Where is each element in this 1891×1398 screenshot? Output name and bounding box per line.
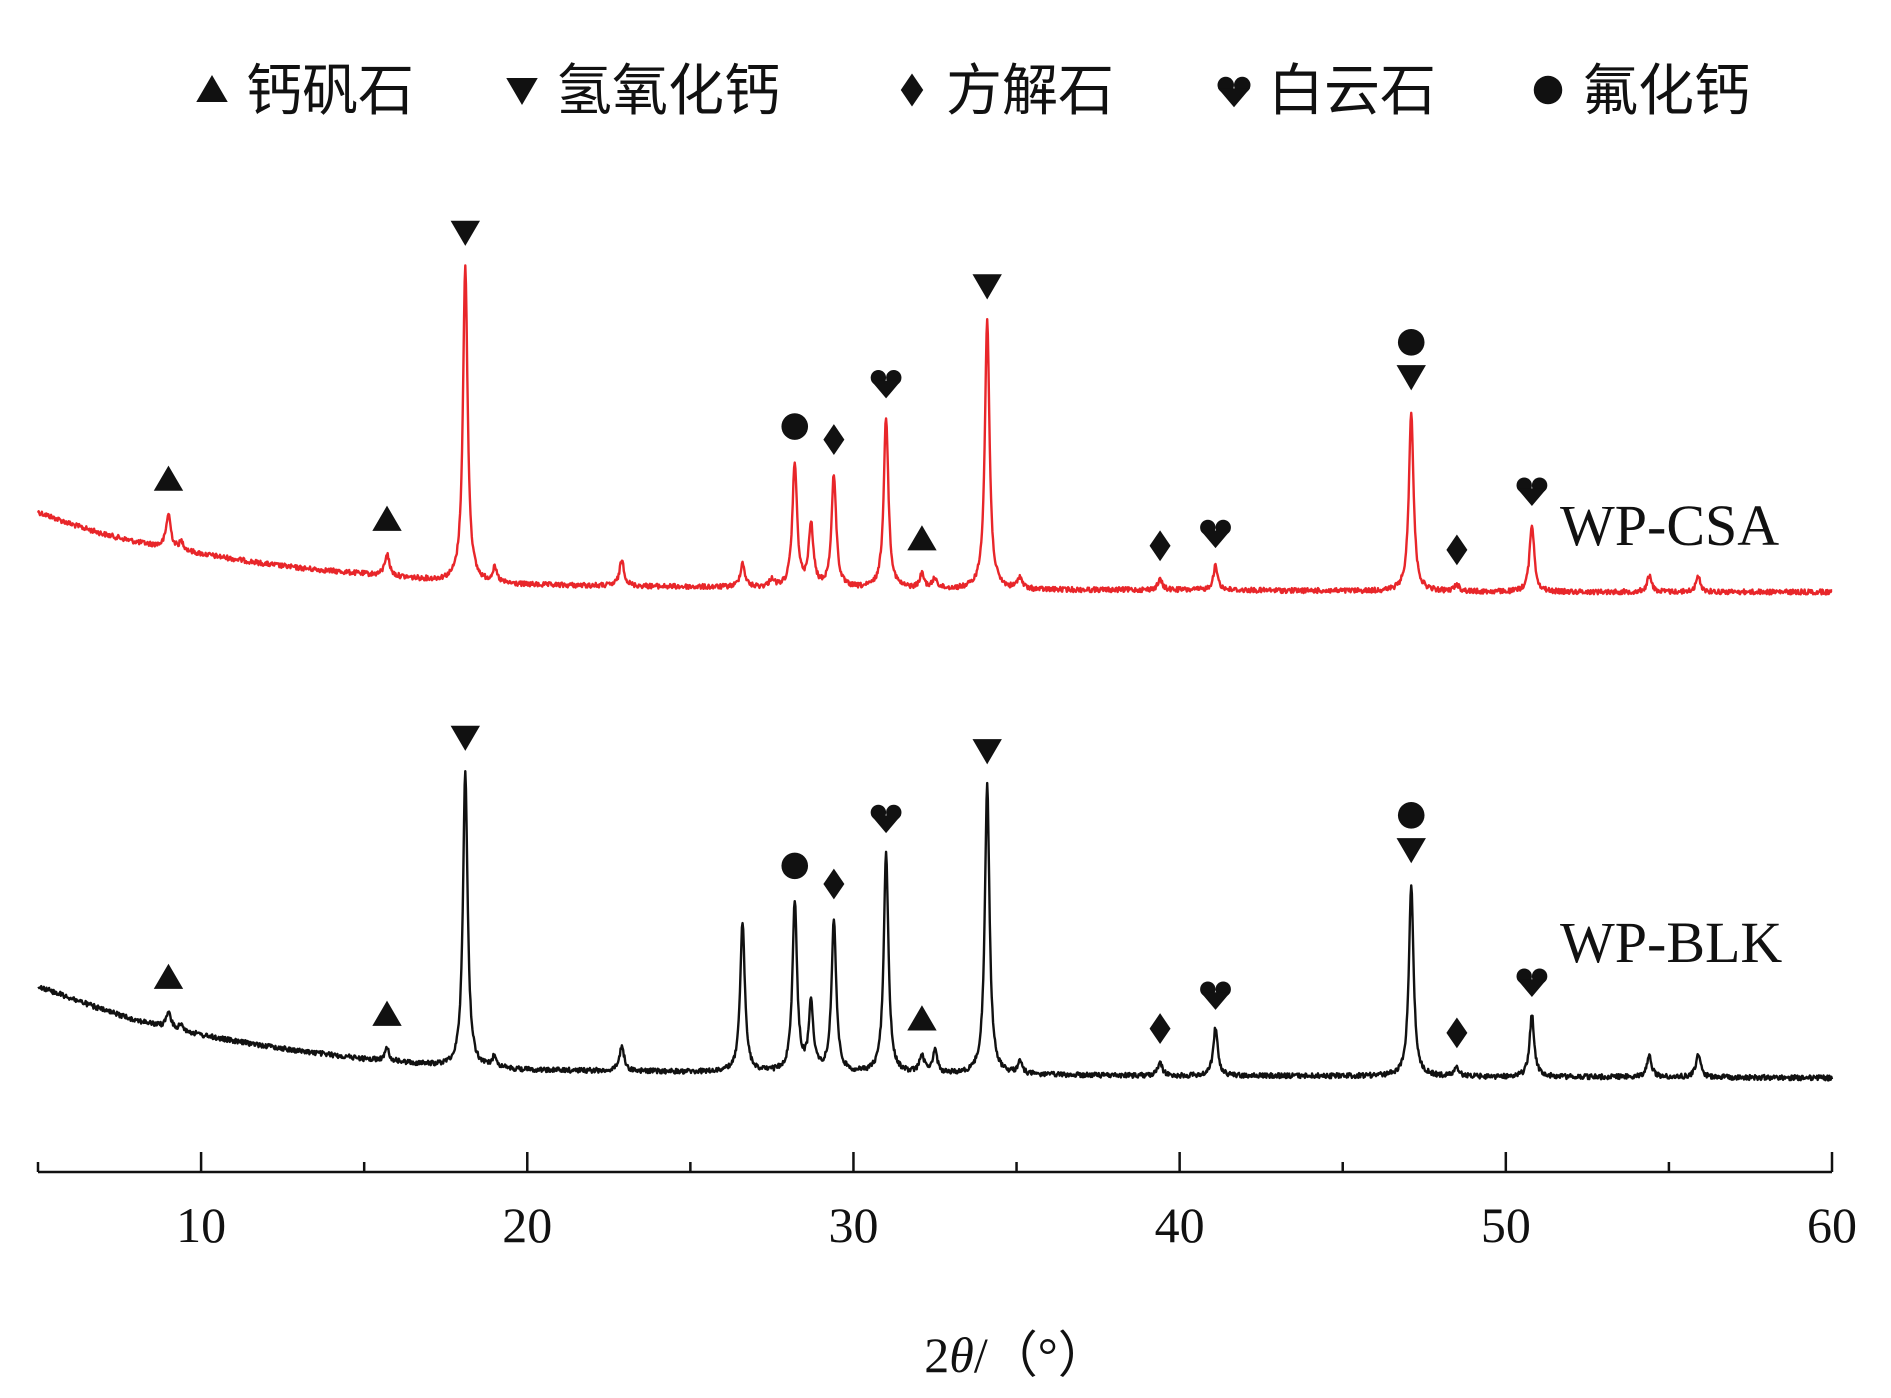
peak-marker-diamond [1149,530,1171,562]
peak-marker-triangle-down [450,220,480,246]
peak-marker-heart [1516,968,1548,997]
peak-marker-triangle-up [907,1005,937,1031]
peak-marker-triangle-up [153,465,184,491]
peak-marker-circle [781,852,809,880]
x-tick-label: 40 [1155,1197,1205,1253]
peak-marker-triangle-up [907,525,937,551]
peak-marker-triangle-down [450,725,480,751]
heart-icon [1217,76,1251,108]
legend-item-3: 方解石 [900,59,1114,124]
legend-item-4: 白云石 [1217,59,1436,124]
peak-marker-triangle-up [372,1000,402,1026]
x-axis-label: 2θ/（°） [924,1327,1107,1383]
x-tick-label: 60 [1807,1197,1857,1253]
legend-label: 白云石 [1268,59,1436,124]
peak-marker-heart [1200,519,1231,549]
series-line-wp-blk [37,770,1834,1082]
peak-marker-circle [781,413,809,440]
triangle-down-icon [506,78,538,105]
peak-marker-triangle-down [1396,365,1426,391]
peak-marker-heart [870,369,902,399]
legend-label: 方解石 [946,59,1114,124]
peak-marker-triangle-down [972,274,1002,300]
legend-label: 氢氧化钙 [556,59,780,124]
legend-item-5: 氟化钙 [1533,59,1750,124]
series-layer [36,264,1834,1082]
peak-marker-heart [870,804,902,834]
x-tick-label: 20 [502,1197,552,1253]
peak-marker-heart [1200,981,1231,1010]
peak-marker-circle [1397,802,1425,829]
diamond-icon [900,73,924,107]
peak-marker-diamond [1446,1017,1468,1049]
x-tick-label: 10 [176,1197,226,1253]
peak-marker-heart [1516,477,1548,506]
x-axis: 10 20 30 40 50 60 [36,1152,1857,1253]
legend-label: 氟化钙 [1582,59,1750,124]
series-label-wp-blk: WP-BLK [1560,910,1782,975]
series-label-wp-csa: WP-CSA [1560,493,1779,558]
peak-marker-diamond [823,868,845,900]
x-tick-label: 30 [828,1197,878,1253]
peak-marker-triangle-down [972,739,1002,765]
legend: 钙矾石 氢氧化钙 方解石 白云石 氟化钙 [196,59,1750,124]
legend-label: 钙矾石 [246,59,414,124]
series-labels: WP-CSA WP-BLK [1560,493,1782,975]
peak-marker-triangle-down [1396,838,1426,864]
legend-item-2: 氢氧化钙 [506,59,780,124]
peak-marker-triangle-up [372,505,402,531]
peak-marker-diamond [1446,534,1468,566]
peak-marker-triangle-up [153,963,184,989]
circle-icon [1533,75,1563,105]
triangle-up-icon [196,75,228,102]
legend-item-1: 钙矾石 [196,59,414,124]
x-tick-label: 50 [1481,1197,1531,1253]
peak-marker-diamond [1149,1013,1171,1044]
series-line-wp-csa [36,264,1833,596]
peak-marker-diamond [823,424,845,455]
phase-markers [153,220,1548,1049]
peak-marker-circle [1397,329,1425,356]
